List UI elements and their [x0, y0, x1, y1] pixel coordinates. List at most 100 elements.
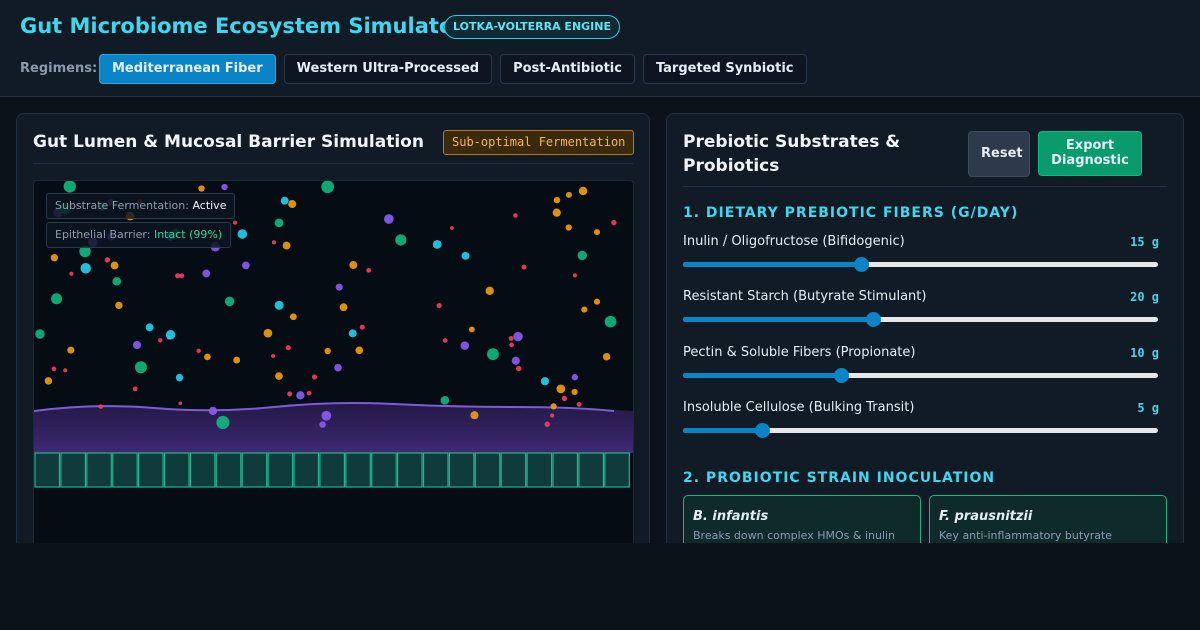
bacterium — [50, 254, 59, 262]
bacterium — [442, 338, 448, 343]
bacterium — [581, 306, 588, 313]
stat-value: Active — [192, 199, 227, 212]
reset-button[interactable]: Reset — [968, 131, 1030, 177]
bacterium — [366, 267, 372, 273]
regimen-button[interactable]: Targeted Synbiotic — [642, 54, 807, 84]
bacterium — [175, 373, 184, 382]
fiber-value: 5 g — [1137, 400, 1159, 415]
epithelial-cell — [422, 452, 449, 488]
bacterium — [540, 377, 550, 386]
bacterium — [513, 331, 523, 342]
epithelial-cell — [112, 452, 138, 488]
regimen-button[interactable]: Western Ultra-Processed — [283, 54, 493, 84]
epithelial-cell — [319, 452, 345, 488]
epithelial-cell — [500, 452, 527, 488]
strain-name: B. infantis — [693, 509, 769, 524]
slider-thumb[interactable] — [866, 312, 881, 328]
bacterium — [553, 196, 561, 204]
simulation-view — [34, 181, 633, 488]
section-heading: 1. DIETARY PREBIOTIC FIBERS (G/DAY) — [683, 205, 1019, 221]
epithelial-cell — [267, 452, 294, 488]
bacterium — [355, 346, 364, 355]
bacterium — [221, 183, 228, 191]
bacterium — [335, 283, 343, 291]
regimens-label: Regimens: — [20, 61, 98, 76]
epithelial-cell — [397, 452, 423, 488]
bacterium — [339, 303, 348, 312]
barrier-stat: Epithelial Barrier: Intact (99%) — [46, 222, 232, 248]
stat-label: Epithelial Barrier: — [55, 228, 151, 241]
slider[interactable] — [683, 312, 1158, 328]
regimen-buttons: Mediterranean Fiber Western Ultra-Process… — [99, 54, 807, 84]
header: Gut Microbiome Ecosystem Simulator LOTKA… — [0, 0, 1200, 97]
fiber-name: Insoluble Cellulose (Bulking Transit) — [683, 399, 915, 415]
bacterium — [280, 196, 289, 205]
fiber-name: Pectin & Soluble Fibers (Propionate) — [683, 344, 916, 360]
regimen-button[interactable]: Post-Antibiotic — [500, 54, 635, 84]
bacterium — [544, 421, 550, 427]
simulation-title: Gut Lumen & Mucosal Barrier Simulation — [33, 132, 424, 152]
bacterium — [282, 241, 291, 250]
slider[interactable] — [683, 257, 1158, 272]
bacterium — [216, 415, 230, 430]
epithelial-cell — [163, 452, 190, 488]
bacterium — [69, 271, 74, 276]
export-button[interactable]: Export Diagnostic — [1038, 131, 1142, 176]
strain-card[interactable]: F. prausnitzii Key anti-inflammatory buty… — [929, 495, 1167, 543]
bacterium — [521, 264, 527, 270]
stat-value: Intact (99%) — [153, 228, 223, 241]
bacterium — [241, 261, 250, 270]
epithelial-cell — [552, 452, 579, 488]
bacterium — [288, 200, 297, 209]
slider[interactable] — [683, 422, 1158, 438]
regimen-button[interactable]: Mediterranean Fiber — [99, 54, 276, 84]
bacterium — [571, 388, 578, 396]
bacterium — [576, 401, 582, 407]
epithelial-cell — [86, 452, 112, 488]
bacterium — [577, 250, 587, 261]
bacterium — [63, 368, 68, 373]
bacterium — [204, 353, 211, 361]
bacterium — [450, 226, 454, 230]
bacterium — [556, 384, 566, 394]
divider — [683, 186, 1167, 187]
bacterium — [63, 181, 76, 193]
section-heading: 2. PROBIOTIC STRAIN INOCULATION — [683, 470, 996, 486]
bacterium — [324, 347, 331, 355]
bacterium — [565, 224, 572, 231]
bacterium — [198, 185, 205, 192]
bacterium — [348, 329, 357, 338]
bacterium — [51, 293, 63, 305]
fiber-value: 20 g — [1130, 290, 1159, 305]
bacterium — [275, 372, 283, 380]
bacterium — [572, 273, 578, 278]
fiber-value: 15 g — [1130, 235, 1159, 249]
status-badge: Sub-optimal Fermentation — [443, 130, 635, 155]
bacterium — [578, 186, 588, 196]
epithelial-cell — [293, 452, 320, 488]
slider[interactable] — [683, 367, 1158, 383]
fiber-name: Resistant Starch (Butyrate Stimulant) — [683, 289, 927, 305]
bacterium — [132, 340, 142, 350]
slider-thumb[interactable] — [755, 422, 771, 438]
bacterium — [611, 219, 617, 226]
bacterium — [165, 330, 176, 340]
bacterium — [460, 341, 470, 350]
bacterium — [110, 261, 119, 270]
epithelial-cell — [137, 452, 164, 488]
slider-fill — [683, 317, 873, 323]
fiber-name: Inulin / Oligofructose (Bifidogenic) — [683, 234, 905, 249]
bacterium — [179, 273, 185, 279]
epithelial-cell — [578, 452, 605, 488]
epithelial-cell — [241, 452, 268, 488]
bacterium — [487, 348, 499, 361]
bacterium — [511, 356, 520, 365]
bacterium — [565, 191, 572, 198]
strain-name: F. prausnitzii — [939, 509, 1033, 524]
strain-card[interactable]: B. infantis Breaks down complex HMOs & in… — [683, 495, 921, 543]
slider-thumb[interactable] — [854, 257, 870, 272]
simulation-panel: Gut Lumen & Mucosal Barrier Simulation S… — [16, 113, 650, 543]
slider-thumb[interactable] — [834, 367, 850, 383]
bacterium — [67, 346, 75, 354]
